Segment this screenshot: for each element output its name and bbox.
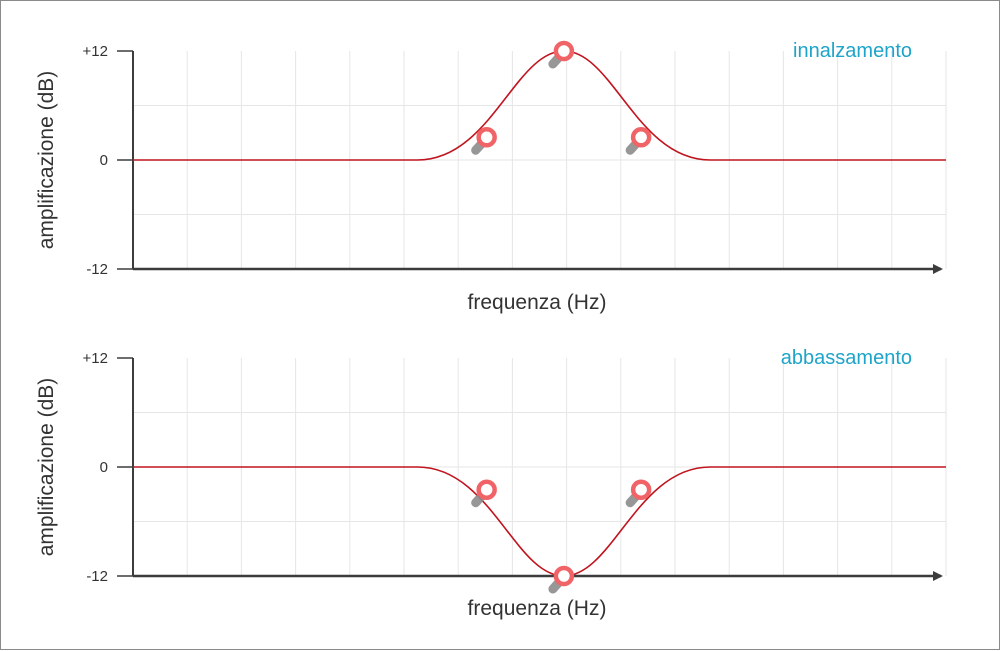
control-point <box>476 127 497 148</box>
control-point <box>630 479 652 500</box>
chart-panel-1: +12 0 -12 innalzamento frequenza (Hz) amplifi… <box>35 40 947 314</box>
y-tick-label: 0 <box>100 459 108 476</box>
panel-title: innalzamento <box>793 40 912 62</box>
control-point <box>630 127 652 148</box>
y-tick-label: +12 <box>83 43 108 60</box>
control-point <box>553 565 575 587</box>
y-axis-label: amplificazione (dB) <box>35 378 58 557</box>
y-tick-label: +12 <box>83 350 108 367</box>
control-point <box>553 40 575 62</box>
y-tick-label: 0 <box>100 152 108 169</box>
panel-title: abbassamento <box>781 347 912 369</box>
y-axis-label: amplificazione (dB) <box>35 71 58 250</box>
y-tick-label: -12 <box>86 261 108 278</box>
y-tick-label: -12 <box>86 568 108 585</box>
x-axis-label: frequenza (Hz) <box>468 291 607 314</box>
control-point <box>476 479 497 500</box>
chart-panel-2: +12 0 -12 abbassamento frequenza (Hz) amplifi… <box>35 347 947 620</box>
x-axis-label: frequenza (Hz) <box>468 597 607 620</box>
